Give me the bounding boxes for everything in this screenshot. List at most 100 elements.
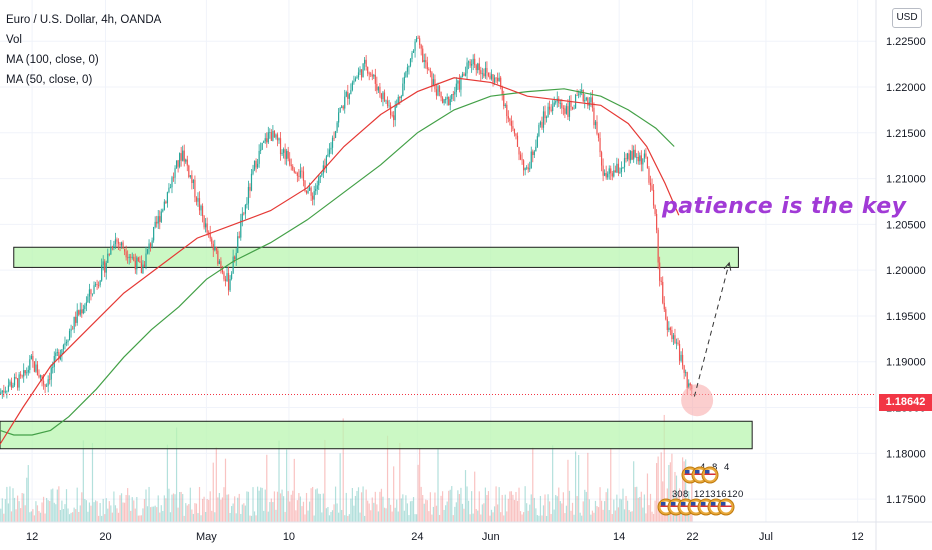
candle-body [307,190,309,194]
volume-bar [35,501,37,522]
indicator-ma-100[interactable]: MA (100, close, 0) [6,54,99,66]
volume-bar [30,511,32,522]
candle-body [535,146,537,152]
candle-body [500,77,502,87]
volume-bar [371,497,373,522]
volume-bar [362,486,364,522]
volume-bar [351,488,353,522]
candle-body [13,376,16,386]
volume-bar [1,498,3,522]
candle-body [345,92,347,97]
candle-body [628,153,630,161]
volume-bar [523,512,525,522]
volume-bar [382,496,384,522]
volume-bar [634,487,636,522]
candle-body [437,86,439,96]
candle-body [409,59,412,66]
volume-bar [50,489,52,522]
candle-body [405,71,407,77]
candle-body [600,152,603,166]
chart-legend: Euro / U.S. Dollar, 4h, OANDA Vol MA (10… [6,10,161,90]
volume-bar [336,503,338,522]
candle-body [602,165,604,176]
event-icon [701,466,719,484]
candle-body [20,374,22,376]
candle-body [75,316,77,323]
candle-body [166,192,169,204]
candle-body [449,99,451,106]
volume-bar [292,490,294,522]
candle-body [347,92,349,99]
candle-body [652,189,655,206]
candle-body [189,175,191,177]
candle-body [484,67,486,77]
volume-bar [84,498,86,522]
volume-bar [503,515,505,522]
volume-bar [562,492,564,522]
volume-bar [140,515,143,522]
volume-bar [602,509,604,522]
candle-body [325,156,327,169]
candle-body [604,172,606,176]
volume-bar [370,510,372,522]
volume-bar [102,498,104,522]
candle-body [175,160,178,169]
currency-badge[interactable]: USD [892,8,922,28]
candle-body [282,149,285,153]
price-axis[interactable]: 1.22500 1.22000 1.21500 1.21000 1.20500 1.200… [875,0,926,550]
candle-body [368,73,370,75]
symbol-title[interactable]: Euro / U.S. Dollar, 4h, OANDA [6,14,162,26]
candle-body [645,153,647,157]
candle-body [264,138,266,142]
candle-body [318,177,320,186]
volume-bar [519,511,522,522]
volume-bar [3,513,5,522]
candle-body [474,58,476,66]
volume-bar [36,505,39,522]
volume-bar [269,502,271,522]
candle-body [466,62,468,74]
time-axis[interactable]: 12 20 May 10 24 Jun 14 22 Jul 12 [0,521,932,543]
volume-bar [270,498,272,522]
candle-body [536,136,538,147]
volume-bar [307,510,309,522]
indicator-ma-50[interactable]: MA (50, close, 0) [6,74,93,86]
candle-body [518,146,520,155]
volume-bar [397,511,399,522]
volume-bar [376,504,378,522]
last-price-tag: 1.18642 [879,394,932,411]
candle-body [675,342,678,344]
volume-bar [318,493,320,522]
volume-bar [172,493,175,522]
economic-events[interactable]: 484308121316120 [657,462,743,516]
flag-stripe [704,473,716,475]
candle-body [617,163,619,173]
flag-canton [695,470,700,474]
candle-body [27,369,29,373]
candle-body [295,172,297,174]
candle-body [123,248,126,252]
volume-bar [573,514,575,522]
volume-bar [454,506,456,522]
candle-body [417,37,419,39]
candle-body [594,121,597,126]
candle-body [81,309,83,314]
candle-body [686,372,688,389]
candle-body [507,116,509,119]
indicator-vol[interactable]: Vol [6,34,22,46]
volume-bar [157,495,159,522]
volume-bar [96,501,98,522]
volume-bar [185,503,187,522]
candle-body [663,302,665,310]
volume-bar [186,505,188,522]
volume-bar [478,491,480,522]
volume-bar [544,494,546,522]
candle-body [344,96,346,109]
volume-bar [333,504,335,522]
candle-body [506,104,508,117]
volume-bar [104,514,106,522]
candle-body [154,221,156,227]
candle-body [659,262,661,281]
candle-body [246,203,248,205]
